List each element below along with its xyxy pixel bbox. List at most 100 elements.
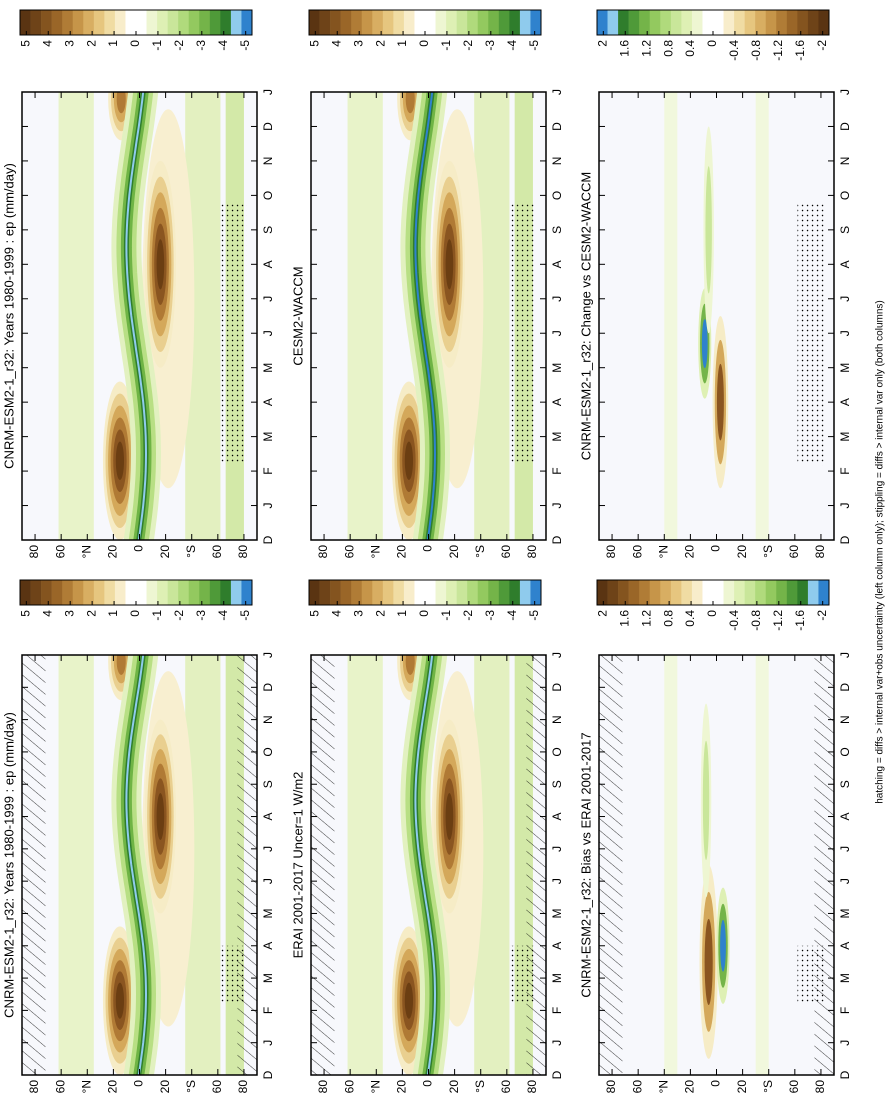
x-tick-label: J [838, 296, 852, 302]
colorbar-swatch [456, 580, 468, 605]
colorbar-label: 0.8 [661, 610, 675, 627]
x-tick-label: J [838, 89, 852, 95]
x-tick-label: M [261, 432, 275, 442]
colorbar-label: -1 [439, 610, 453, 621]
plot-background [599, 655, 834, 1075]
colorbar-label: -2 [461, 610, 475, 621]
x-tick-label: F [261, 1007, 275, 1014]
colorbar-swatch [382, 10, 394, 35]
colorbar-label: 1.6 [617, 40, 631, 57]
colorbar-label: 2 [84, 610, 98, 617]
x-tick-label: J [261, 296, 275, 302]
x-tick-label: J [838, 878, 852, 884]
contour-band [720, 919, 726, 972]
x-tick-label: S [550, 226, 564, 234]
colorbar-swatch [765, 10, 777, 35]
x-tick-label: J [838, 330, 852, 336]
stippling [797, 202, 824, 465]
y-tick-label: 60 [210, 545, 224, 559]
colorbar-label: 0 [128, 610, 142, 617]
y-tick-label: 20 [447, 1080, 461, 1094]
y-tick-label: °S [473, 1080, 487, 1093]
x-tick-label: J [261, 330, 275, 336]
colorbar-swatch [136, 10, 147, 35]
colorbar-label: -0.4 [727, 610, 741, 631]
contour-band [116, 92, 126, 114]
contour-band [185, 655, 221, 1075]
x-tick-label: S [838, 780, 852, 788]
x-tick-label: J [550, 503, 564, 509]
x-tick-label: F [838, 1007, 852, 1014]
x-tick-label: A [261, 813, 275, 821]
contour-band [414, 92, 437, 540]
colorbar-swatch [30, 580, 42, 605]
colorbar-label: 0 [417, 610, 431, 617]
colorbar-swatch [797, 10, 809, 35]
x-tick-label: D [550, 122, 564, 131]
x-tick-label: N [550, 715, 564, 724]
colorbar-label: 0.4 [683, 610, 697, 627]
colorbar-swatch [776, 10, 788, 35]
colorbar-swatch [691, 580, 703, 605]
colorbar-label: -1.2 [771, 40, 785, 61]
colorbar-swatch [230, 580, 242, 605]
colorbar-swatch [446, 10, 457, 35]
colorbar-swatch [776, 580, 788, 605]
x-tick-label: A [838, 813, 852, 821]
x-tick-label: D [261, 535, 275, 544]
contour-band [58, 655, 94, 1075]
x-tick-label: F [550, 467, 564, 474]
stippling [509, 202, 536, 465]
colorbar-swatch [372, 10, 384, 35]
y-tick-label: 80 [604, 1080, 618, 1094]
colorbar-swatch [744, 580, 756, 605]
colorbar-label: 1 [106, 40, 120, 47]
contour-band [705, 166, 712, 294]
colorbar-label: 5 [18, 610, 32, 617]
x-tick-label: D [261, 1070, 275, 1079]
colorbar-swatch [178, 580, 190, 605]
panel-title: CESM2-WACCM [290, 266, 305, 365]
colorbar-label: 1 [395, 40, 409, 47]
x-tick-label: M [838, 363, 852, 373]
y-tick-label: 20 [683, 1080, 697, 1094]
colorbar-label: 3 [351, 610, 365, 617]
plot-area [599, 92, 834, 540]
colorbar-label: 0 [417, 40, 431, 47]
colorbar-swatch [393, 580, 405, 605]
colorbar-swatch [519, 580, 531, 605]
colorbar-label: 3 [351, 40, 365, 47]
x-tick-label: J [261, 652, 275, 658]
x-tick-label: J [550, 330, 564, 336]
y-tick-label: 60 [53, 1080, 67, 1094]
colorbar-swatch [414, 10, 426, 35]
colorbar-swatch [702, 10, 714, 35]
colorbar-label: -3 [194, 610, 208, 621]
y-tick-label: 0 [132, 545, 146, 552]
y-tick-label: 60 [787, 545, 801, 559]
y-tick-label: 60 [630, 1080, 644, 1094]
colorbar-label: 0.8 [661, 40, 675, 57]
colorbar-swatch [393, 10, 405, 35]
contour-band [474, 655, 510, 1075]
y-tick-label: 60 [499, 545, 513, 559]
x-tick-label: D [838, 683, 852, 692]
x-tick-label: J [838, 652, 852, 658]
x-tick-label: J [550, 878, 564, 884]
y-tick-label: 20 [395, 545, 409, 559]
contour-band [716, 363, 724, 441]
x-tick-label: J [261, 89, 275, 95]
y-tick-label: 60 [53, 545, 67, 559]
x-tick-label: F [550, 1007, 564, 1014]
x-tick-label: M [838, 973, 852, 983]
colorbar-swatch [167, 10, 179, 35]
colorbar-swatch [723, 580, 735, 605]
colorbar-swatch [20, 580, 31, 605]
colorbar-label: 2 [373, 610, 387, 617]
hatching [22, 655, 46, 1075]
colorbar-swatch [597, 10, 608, 35]
colorbar-swatch [607, 580, 619, 605]
x-tick-label: M [838, 908, 852, 918]
x-tick-label: F [261, 467, 275, 474]
